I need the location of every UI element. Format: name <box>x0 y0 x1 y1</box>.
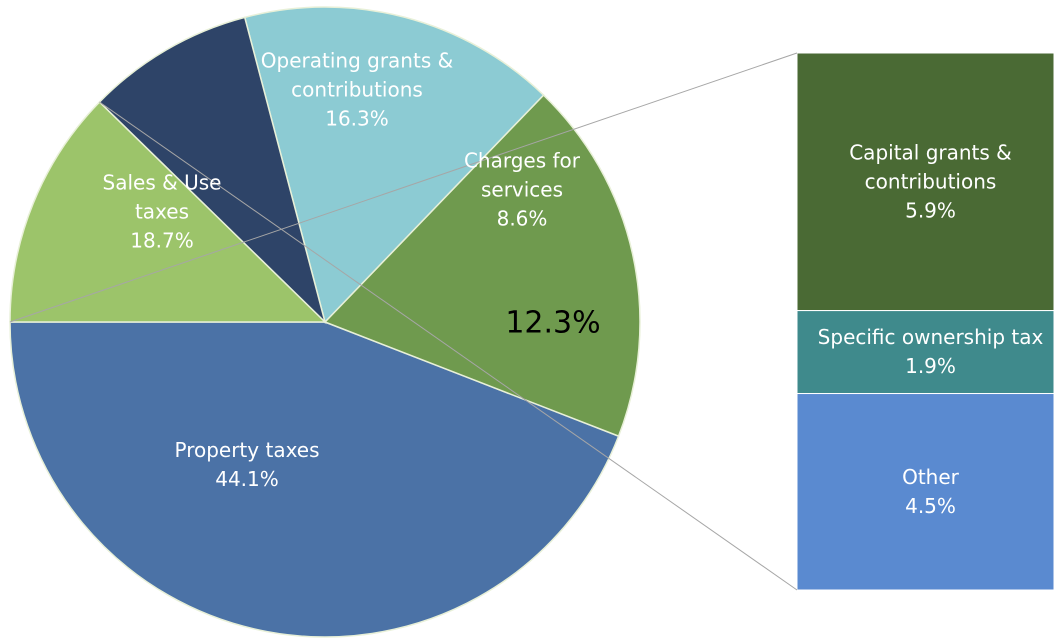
slice-label: Charges for services 8.6% <box>447 147 597 234</box>
bar-segment <box>796 393 1054 591</box>
label-name: Operating grants & contributions <box>260 48 454 102</box>
slice-label: Property taxes 44.1% <box>147 436 347 494</box>
connector <box>99 101 798 591</box>
bar-label: Other 4.5% <box>831 463 1031 521</box>
bar-segment <box>796 310 1054 395</box>
pie-slice <box>9 321 620 638</box>
connector <box>9 52 798 323</box>
label-name: Charges for services <box>463 148 581 202</box>
bar-segment <box>796 52 1054 312</box>
value-label: 1.9% <box>905 354 956 379</box>
pie-slice <box>323 94 641 438</box>
pie-slice <box>98 16 327 325</box>
bar-label: Specific ownership tax 1.9% <box>811 323 1051 381</box>
label-name: Property taxes <box>174 438 320 462</box>
pie-slice <box>9 101 327 323</box>
bar-label: Capital grants & contributions 5.9% <box>831 138 1031 225</box>
value-label: 12.3% <box>505 305 601 341</box>
value-label: 18.7% <box>130 228 194 253</box>
value-label: 44.1% <box>215 467 279 491</box>
label-name: Other <box>902 464 959 489</box>
label-name: Sales & Use taxes <box>102 170 222 224</box>
value-label: 16.3% <box>325 106 389 131</box>
value-label: 8.6% <box>496 206 548 231</box>
slice-label: Operating grants & contributions 16.3% <box>252 47 462 134</box>
value-label: 5.9% <box>905 198 956 223</box>
slice-label: 12.3% <box>478 305 628 341</box>
label-name: Capital grants & contributions <box>849 140 1012 194</box>
value-label: 4.5% <box>905 493 956 518</box>
pie-slice <box>243 6 545 324</box>
label-name: Specific ownership tax <box>817 325 1044 350</box>
slice-label: Sales & Use taxes 18.7% <box>87 169 237 256</box>
